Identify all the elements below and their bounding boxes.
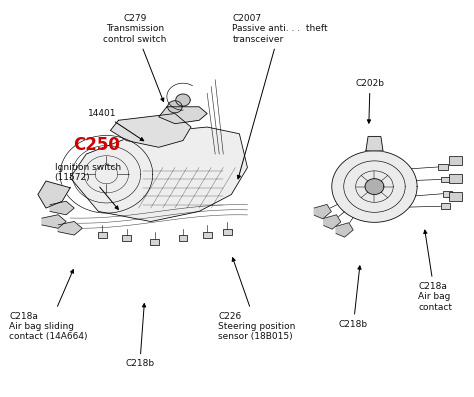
Polygon shape	[324, 215, 341, 229]
Polygon shape	[365, 179, 384, 195]
Bar	[438, 164, 448, 170]
Polygon shape	[314, 204, 331, 219]
Polygon shape	[38, 181, 70, 208]
Bar	[223, 229, 232, 235]
Bar	[179, 235, 187, 241]
Text: C218a
Air bag sliding
contact (14A664): C218a Air bag sliding contact (14A664)	[9, 270, 88, 341]
Bar	[449, 156, 462, 165]
Polygon shape	[159, 107, 207, 124]
Polygon shape	[336, 223, 353, 237]
Bar	[449, 192, 462, 201]
Text: C250: C250	[73, 136, 120, 154]
Text: C218a
Air bag
contact: C218a Air bag contact	[418, 230, 452, 312]
Text: C2007
Passive anti. . .  theft
transceiver: C2007 Passive anti. . . theft transceive…	[232, 14, 328, 179]
Bar	[440, 177, 450, 182]
Text: C226
Steering position
sensor (18B015): C226 Steering position sensor (18B015)	[218, 258, 295, 341]
Text: C279
Transmission
control switch: C279 Transmission control switch	[103, 14, 167, 102]
Bar	[122, 235, 131, 241]
Bar	[98, 232, 107, 238]
Polygon shape	[168, 101, 182, 113]
Polygon shape	[70, 127, 247, 222]
Polygon shape	[366, 137, 383, 151]
Text: C218b: C218b	[339, 266, 368, 329]
Bar	[443, 191, 452, 197]
Polygon shape	[58, 222, 82, 235]
Polygon shape	[176, 94, 190, 106]
Bar	[150, 239, 159, 245]
Bar	[449, 174, 462, 183]
Polygon shape	[42, 215, 66, 228]
Bar	[203, 232, 211, 238]
Polygon shape	[332, 151, 417, 222]
Bar	[440, 203, 450, 209]
Text: Ignition switch
(11572): Ignition switch (11572)	[55, 163, 121, 210]
Text: C218b: C218b	[125, 304, 155, 368]
Polygon shape	[50, 201, 74, 215]
Text: C202b: C202b	[356, 79, 384, 123]
Text: 14401: 14401	[88, 109, 144, 141]
Polygon shape	[110, 114, 191, 147]
